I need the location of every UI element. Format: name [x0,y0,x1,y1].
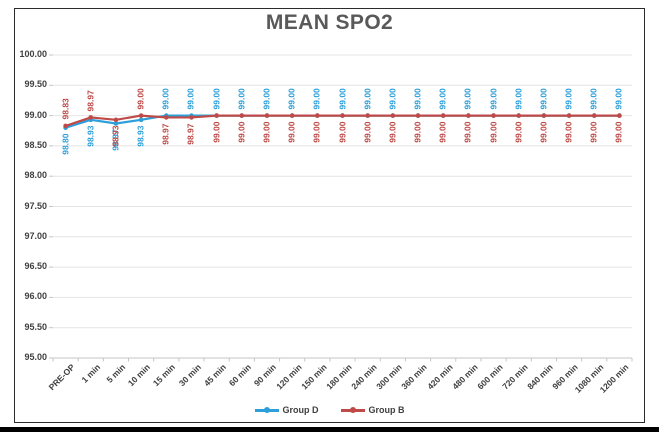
legend-item-group-b: Group B [340,405,405,415]
legend-marker-icon [254,407,279,413]
data-point-group-b [516,113,522,118]
data-point-group-b [541,113,547,118]
data-point-group-b [340,113,345,118]
data-point-group-b [390,113,396,118]
data-point-group-b [289,113,295,118]
legend-marker-dot-icon [349,407,356,413]
legend-marker-icon [340,407,365,413]
data-point-group-b [566,113,572,118]
data-point-group-b [365,113,370,118]
data-point-group-d [138,117,144,123]
data-point-group-b [617,113,622,118]
data-point-group-b [214,113,219,118]
data-point-group-b [88,115,94,120]
legend-label: Group B [368,405,405,415]
legend-item-group-d: Group D [254,405,319,415]
data-point-group-b [440,113,446,118]
data-point-group-d [113,121,119,126]
document-divider-line [0,427,659,432]
legend: Group D Group B [0,405,659,415]
data-point-group-b [138,113,144,118]
data-point-group-b [264,113,270,118]
chart-title: MEAN SPO2 [265,11,394,34]
data-point-group-b [63,123,68,129]
data-point-group-b [189,115,194,120]
data-point-group-b [239,113,245,118]
data-point-group-b [466,113,471,118]
data-point-group-b [315,113,320,118]
data-point-group-b [113,117,119,123]
data-point-group-b [591,113,597,118]
legend-marker-dot-icon [263,407,270,413]
data-point-group-b [163,115,169,120]
legend-label: Group D [282,405,319,415]
chart-frame [14,8,645,423]
data-point-group-b [491,113,496,118]
data-point-group-b [415,113,421,118]
